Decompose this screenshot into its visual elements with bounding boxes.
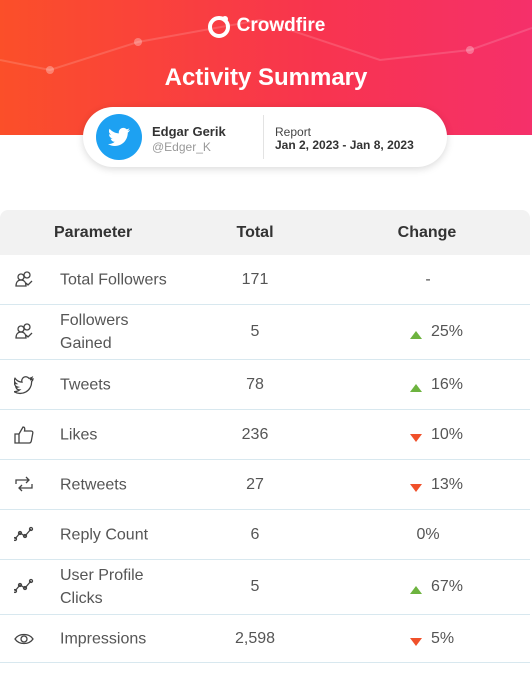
total-value: 2,598	[234, 629, 276, 647]
row-icon	[14, 425, 34, 445]
arrow-up	[410, 383, 422, 392]
change-value: -	[425, 270, 431, 288]
parameter-name: Tweets	[60, 376, 111, 393]
report-range: Jan 2, 2023 - Jan 8, 2023	[275, 138, 414, 152]
icon	[15, 323, 33, 339]
table-row: User Profile Clicks 5 67%	[0, 560, 530, 615]
icon	[12, 578, 34, 594]
trend-arrow	[409, 327, 423, 339]
table-row: Reply Count 6 0%	[0, 510, 530, 560]
parameter-name: Followers Gained	[60, 312, 129, 352]
total-value: 27	[246, 475, 264, 493]
row-icon	[12, 577, 34, 597]
arrow-down	[410, 637, 422, 646]
profile-name: Edgar Gerik	[152, 124, 226, 139]
page-title: Activity Summary	[164, 64, 368, 91]
change-value: 16%	[431, 375, 464, 393]
column-header: Parameter	[54, 224, 133, 241]
arrow-down	[410, 483, 422, 492]
card-divider	[263, 115, 264, 159]
icon	[15, 476, 33, 491]
row-icon	[14, 629, 34, 649]
column-header: Change	[397, 224, 457, 241]
change-value: 5%	[431, 629, 455, 647]
arrow-up	[410, 331, 422, 339]
brand-name: Crowdfire	[236, 15, 326, 36]
profile-card: Edgar Gerik @Edger_K Report Jan 2, 2023 …	[83, 107, 447, 167]
total-value: 5	[250, 578, 260, 595]
row-icon	[14, 270, 34, 290]
trend-arrow	[409, 634, 423, 646]
parameter-name: Likes	[60, 426, 98, 443]
total-value: 78	[246, 375, 264, 393]
table-row: Retweets 27 13%	[0, 460, 530, 510]
icon	[12, 526, 34, 541]
change-value: 67%	[431, 578, 464, 595]
change-value: 25%	[431, 323, 464, 340]
total-value: 5	[250, 323, 260, 340]
table-row: Total Followers 171 -	[0, 255, 530, 305]
parameter-name: Impressions	[60, 630, 147, 647]
table-row: Likes 236 10%	[0, 410, 530, 460]
header-decoration	[0, 18, 532, 74]
trend-arrow	[409, 480, 423, 492]
row-icon	[14, 475, 34, 495]
parameter-name: User Profile Clicks	[60, 567, 144, 607]
trend-arrow	[409, 582, 423, 594]
change-value: 13%	[431, 475, 464, 493]
row-icon	[13, 375, 34, 395]
row-icon	[14, 322, 34, 342]
change-value: 0%	[416, 525, 440, 543]
parameter-name: Retweets	[60, 476, 127, 493]
brand-logo	[207, 16, 230, 38]
parameter-name: Reply Count	[60, 526, 149, 543]
total-value: 6	[250, 525, 260, 543]
arrow-up	[410, 586, 422, 594]
total-value: 171	[241, 270, 269, 288]
row-icon	[12, 525, 34, 545]
trend-arrow	[409, 430, 423, 442]
table-row: Followers Gained 5 25%	[0, 305, 530, 360]
brand: Crowdfire	[0, 14, 532, 38]
trend-arrow	[409, 380, 423, 392]
table-row: Tweets 78 16%	[0, 360, 530, 410]
icon	[15, 270, 33, 287]
change-value: 10%	[431, 425, 464, 443]
icon	[14, 633, 34, 644]
total-value: 236	[241, 425, 269, 443]
icon	[13, 375, 34, 394]
column-header: Total	[236, 224, 274, 241]
table-row: Impressions 2,598 5%	[0, 615, 530, 663]
arrow-down	[410, 433, 422, 442]
twitter-avatar	[96, 114, 142, 160]
report-label: Report	[275, 125, 312, 139]
table-header	[0, 210, 530, 255]
parameter-name: Total Followers	[60, 271, 167, 288]
profile-handle: @Edger_K	[152, 140, 211, 154]
icon	[14, 425, 34, 444]
